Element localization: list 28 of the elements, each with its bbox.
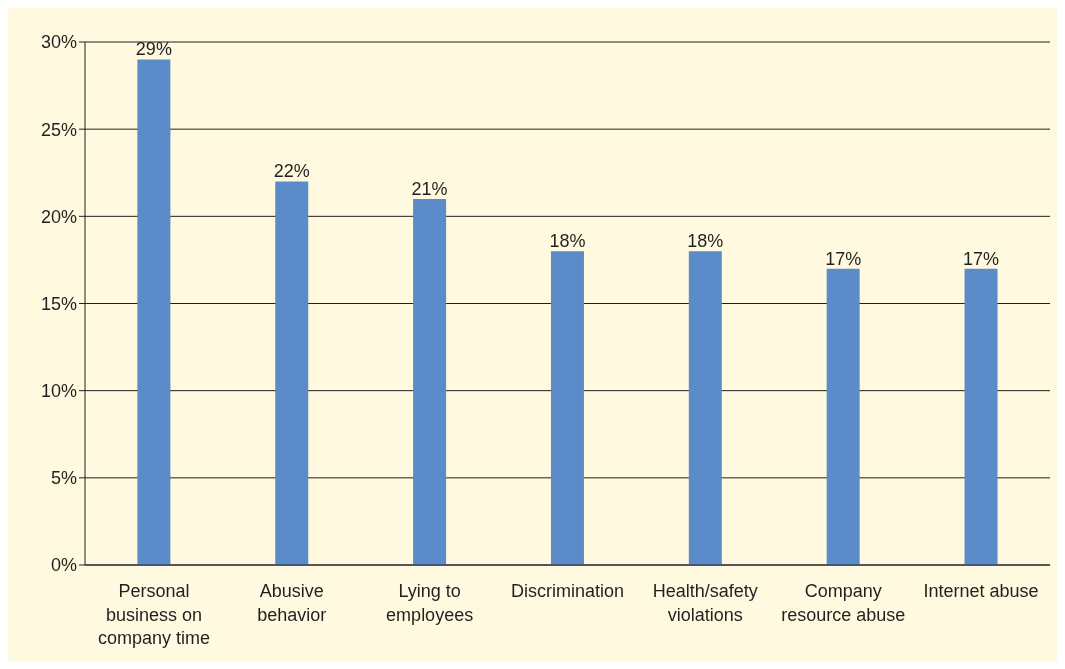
y-tick-label: 30% [40,32,77,53]
bar [688,251,722,565]
x-tick-label: Internet abuse [923,581,1039,602]
y-tick-label: 10% [40,381,77,402]
data-label: 29% [135,39,172,60]
x-tick-label: Company resource abuse [781,581,906,625]
x-tick-label: Health/safety violations [652,581,758,625]
x-tick-label: Discrimination [510,581,625,602]
y-tick-label: 20% [40,206,77,227]
data-label: 21% [411,178,448,199]
bar [826,268,860,565]
bar [413,198,447,565]
y-tick-label: 5% [50,468,77,489]
bar [550,251,584,565]
data-label: 22% [273,161,310,182]
data-label: 18% [687,231,724,252]
y-tick-label: 0% [50,555,77,576]
x-tick-label: Personal business on company time [97,581,210,648]
y-tick-label: 15% [40,293,77,314]
x-tick-label: Lying to employees [386,581,474,625]
bar [964,268,998,565]
data-label: 17% [825,248,862,269]
bar [275,181,309,565]
x-tick-label: Abusive behavior [257,581,327,625]
bar [137,59,171,565]
data-label: 17% [963,248,1000,269]
y-tick-label: 25% [40,119,77,140]
data-label: 18% [549,231,586,252]
